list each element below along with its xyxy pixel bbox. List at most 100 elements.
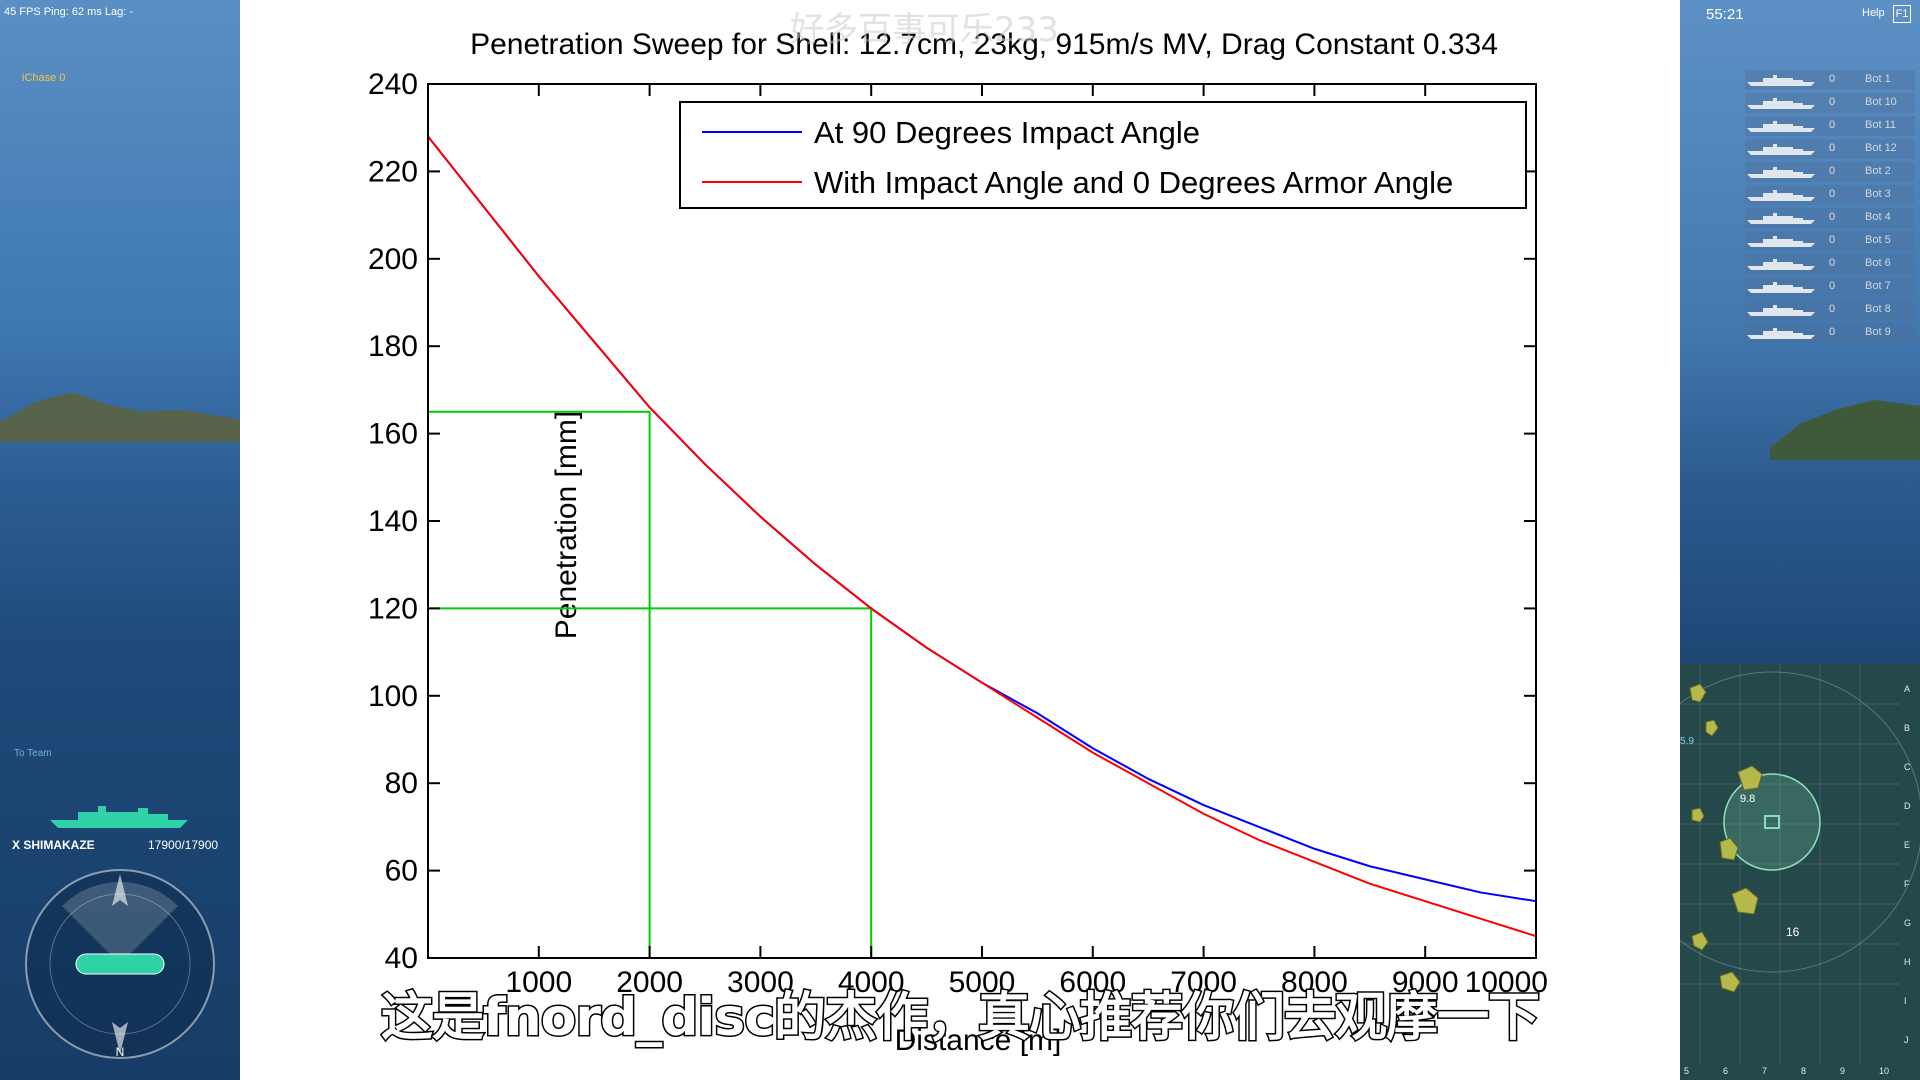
ship-silhouette-icon xyxy=(1747,121,1815,132)
enemy-player-name: Bot 8 xyxy=(1865,303,1891,315)
x-tick-label: 10000 xyxy=(1465,966,1548,999)
enemy-list-item: 0 Bot 12 xyxy=(1745,139,1915,159)
minimap-column-label: 6 xyxy=(1723,1066,1729,1076)
x-tick-label: 6000 xyxy=(1059,966,1126,999)
enemy-kill-count: 0 xyxy=(1829,257,1836,269)
x-tick-label: 5000 xyxy=(949,966,1016,999)
y-tick-label: 60 xyxy=(385,855,418,888)
minimap-row-label: F xyxy=(1904,879,1910,889)
ship-silhouette-icon xyxy=(1747,328,1815,339)
help-label[interactable]: Help xyxy=(1862,7,1885,19)
enemy-kill-count: 0 xyxy=(1829,188,1836,200)
y-tick-label: 240 xyxy=(368,68,418,101)
y-tick-label: 120 xyxy=(368,592,418,625)
enemy-player-name: Bot 4 xyxy=(1865,211,1891,223)
ship-silhouette-icon xyxy=(50,806,188,828)
ship-name: X SHIMAKAZE xyxy=(12,838,95,852)
minimap-column-label: 9 xyxy=(1840,1066,1846,1076)
enemy-list-item: 0 Bot 4 xyxy=(1745,208,1915,228)
match-timer: 55:21 xyxy=(1706,6,1744,23)
range-label: 16 xyxy=(1786,925,1800,939)
enemy-player-name: Bot 9 xyxy=(1865,326,1891,338)
video-subtitle: 这是fnord_disc的杰作，真心推荐你们去观摩一下 xyxy=(379,987,1541,1050)
ship-silhouette-icon xyxy=(1747,259,1815,270)
enemy-kill-count: 0 xyxy=(1829,303,1836,315)
minimap-row-label: I xyxy=(1904,996,1907,1006)
minimap-row-label: C xyxy=(1904,762,1911,772)
minimap-row-label: J xyxy=(1904,1035,1909,1045)
minimap-row-label: B xyxy=(1904,723,1911,733)
x-tick-label: 1000 xyxy=(505,966,572,999)
enemy-kill-count: 0 xyxy=(1829,96,1836,108)
series-line-2 xyxy=(427,135,1537,938)
ship-silhouette-icon xyxy=(1747,144,1815,155)
plot-frame xyxy=(427,83,1537,959)
y-tick-label: 40 xyxy=(385,942,418,975)
ship-silhouette-icon xyxy=(1747,98,1815,109)
y-axis-label: Penetration [mm] xyxy=(550,411,583,639)
ship-silhouette-icon xyxy=(1747,282,1815,293)
guide-line xyxy=(428,410,651,958)
enemy-player-name: Bot 11 xyxy=(1865,119,1896,131)
y-tick-label: 160 xyxy=(368,418,418,451)
x-tick-label: 9000 xyxy=(1392,966,1459,999)
ship-silhouette-icon xyxy=(1747,236,1815,247)
penetration-chart: Penetration Sweep for Shell: 12.7cm, 23k… xyxy=(368,28,1548,1057)
enemy-player-name: Bot 12 xyxy=(1865,142,1897,154)
minimap-row-label: G xyxy=(1904,918,1912,928)
island xyxy=(0,392,240,442)
minimap-row-label: D xyxy=(1904,801,1911,811)
ship-silhouette-icon xyxy=(1747,75,1815,86)
enemy-player-name: Bot 5 xyxy=(1865,234,1891,246)
minimap-grid: 9.8 16 5.9 xyxy=(1680,664,1920,1064)
legend-label-1: At 90 Degrees Impact Angle xyxy=(814,115,1200,150)
enemy-player-name: Bot 10 xyxy=(1865,96,1897,108)
y-tick-label: 200 xyxy=(368,243,418,276)
enemy-kill-count: 0 xyxy=(1829,211,1836,223)
enemy-list-item: 0 Bot 9 xyxy=(1745,323,1915,343)
legend-label-2: With Impact Angle and 0 Degrees Armor An… xyxy=(814,165,1453,200)
enemy-list-item: 0 Bot 10 xyxy=(1745,93,1915,113)
ship-silhouette-icon xyxy=(1747,305,1815,316)
enemy-list-item: 0 Bot 2 xyxy=(1745,162,1915,182)
series-line-1 xyxy=(427,135,1537,903)
chart-panel: Penetration Sweep for Shell: 12.7cm, 23k… xyxy=(240,0,1680,1080)
enemy-kill-count: 0 xyxy=(1829,234,1836,246)
enemy-list-item: 0 Bot 11 xyxy=(1745,116,1915,136)
enemy-list-item: 0 Bot 1 xyxy=(1745,70,1915,90)
x-axis-label: Distance [m] xyxy=(895,1024,1062,1057)
enemy-list-item: 0 Bot 5 xyxy=(1745,231,1915,251)
range-label: 9.8 xyxy=(1740,793,1755,805)
y-tick-label: 180 xyxy=(368,330,418,363)
perf-readout: 45 FPS Ping: 62 ms Lag: - xyxy=(4,6,134,18)
enemy-player-name: Bot 3 xyxy=(1865,188,1891,200)
enemy-list-item: 0 Bot 3 xyxy=(1745,185,1915,205)
edge-label: 5.9 xyxy=(1680,736,1694,747)
enemy-kill-count: 0 xyxy=(1829,165,1836,177)
ally-entry: iChase 0 xyxy=(22,72,66,84)
enemy-kill-count: 0 xyxy=(1829,142,1836,154)
legend-box xyxy=(679,101,1527,209)
enemy-kill-count: 0 xyxy=(1829,280,1836,292)
minimap-row-label: H xyxy=(1904,957,1911,967)
y-tick-label: 80 xyxy=(385,767,418,800)
minimap-column-label: 10 xyxy=(1879,1066,1890,1076)
help-key-badge[interactable]: F1 xyxy=(1893,5,1911,23)
enemy-player-name: Bot 7 xyxy=(1865,280,1891,292)
x-tick-label: 2000 xyxy=(616,966,683,999)
enemy-list-item: 0 Bot 8 xyxy=(1745,300,1915,320)
ship-silhouette-icon xyxy=(1747,167,1815,178)
chat-channel-label[interactable]: To Team xyxy=(14,748,52,759)
enemy-player-name: Bot 1 xyxy=(1865,73,1891,85)
enemy-kill-count: 0 xyxy=(1829,326,1836,338)
ship-hp: 17900/17900 xyxy=(148,838,219,852)
minimap[interactable]: 9.8 16 5.9 A B C D E F G H I J 5 6 7 8 9 10 xyxy=(1680,664,1920,1080)
x-tick-label: 8000 xyxy=(1281,966,1348,999)
enemy-player-name: Bot 2 xyxy=(1865,165,1891,177)
y-tick-label: 100 xyxy=(368,680,418,713)
y-tick-label: 220 xyxy=(368,155,418,188)
enemy-player-name: Bot 6 xyxy=(1865,257,1891,269)
chart-title: Penetration Sweep for Shell: 12.7cm, 23k… xyxy=(470,28,1498,61)
minimap-column-label: 8 xyxy=(1801,1066,1807,1076)
x-tick-label: 3000 xyxy=(727,966,794,999)
